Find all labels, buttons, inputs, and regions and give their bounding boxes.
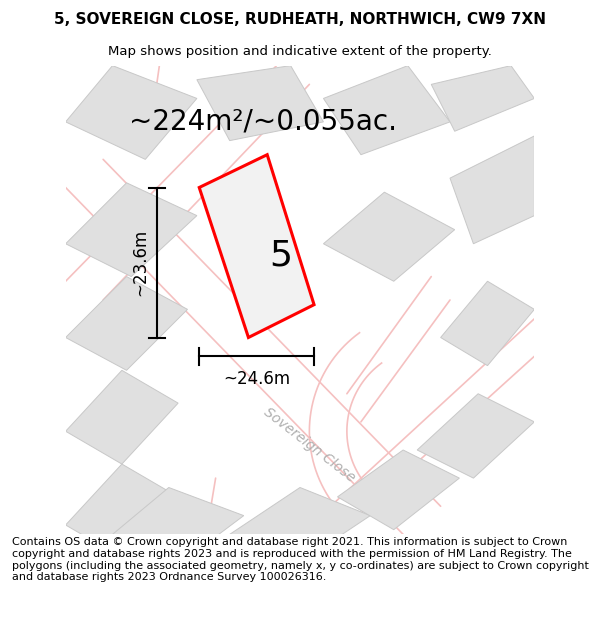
Text: ~24.6m: ~24.6m: [223, 370, 290, 388]
Polygon shape: [65, 276, 187, 370]
Polygon shape: [230, 488, 370, 562]
Polygon shape: [337, 450, 460, 530]
Polygon shape: [440, 281, 535, 366]
Text: ~224m²/~0.055ac.: ~224m²/~0.055ac.: [128, 108, 397, 136]
Polygon shape: [431, 66, 535, 131]
Text: ~23.6m: ~23.6m: [131, 229, 149, 296]
Polygon shape: [323, 192, 455, 281]
Polygon shape: [65, 464, 178, 558]
Text: Contains OS data © Crown copyright and database right 2021. This information is : Contains OS data © Crown copyright and d…: [12, 538, 589, 582]
Text: Map shows position and indicative extent of the property.: Map shows position and indicative extent…: [108, 45, 492, 58]
Text: 5: 5: [269, 239, 292, 272]
Polygon shape: [450, 136, 535, 244]
Polygon shape: [65, 370, 178, 464]
Polygon shape: [65, 182, 197, 276]
Text: 5, SOVEREIGN CLOSE, RUDHEATH, NORTHWICH, CW9 7XN: 5, SOVEREIGN CLOSE, RUDHEATH, NORTHWICH,…: [54, 12, 546, 27]
Polygon shape: [65, 66, 197, 159]
Polygon shape: [323, 66, 450, 154]
Polygon shape: [197, 66, 323, 141]
Polygon shape: [113, 488, 244, 558]
Polygon shape: [417, 394, 535, 478]
Text: Sovereign Close: Sovereign Close: [261, 406, 358, 485]
Polygon shape: [199, 154, 314, 338]
